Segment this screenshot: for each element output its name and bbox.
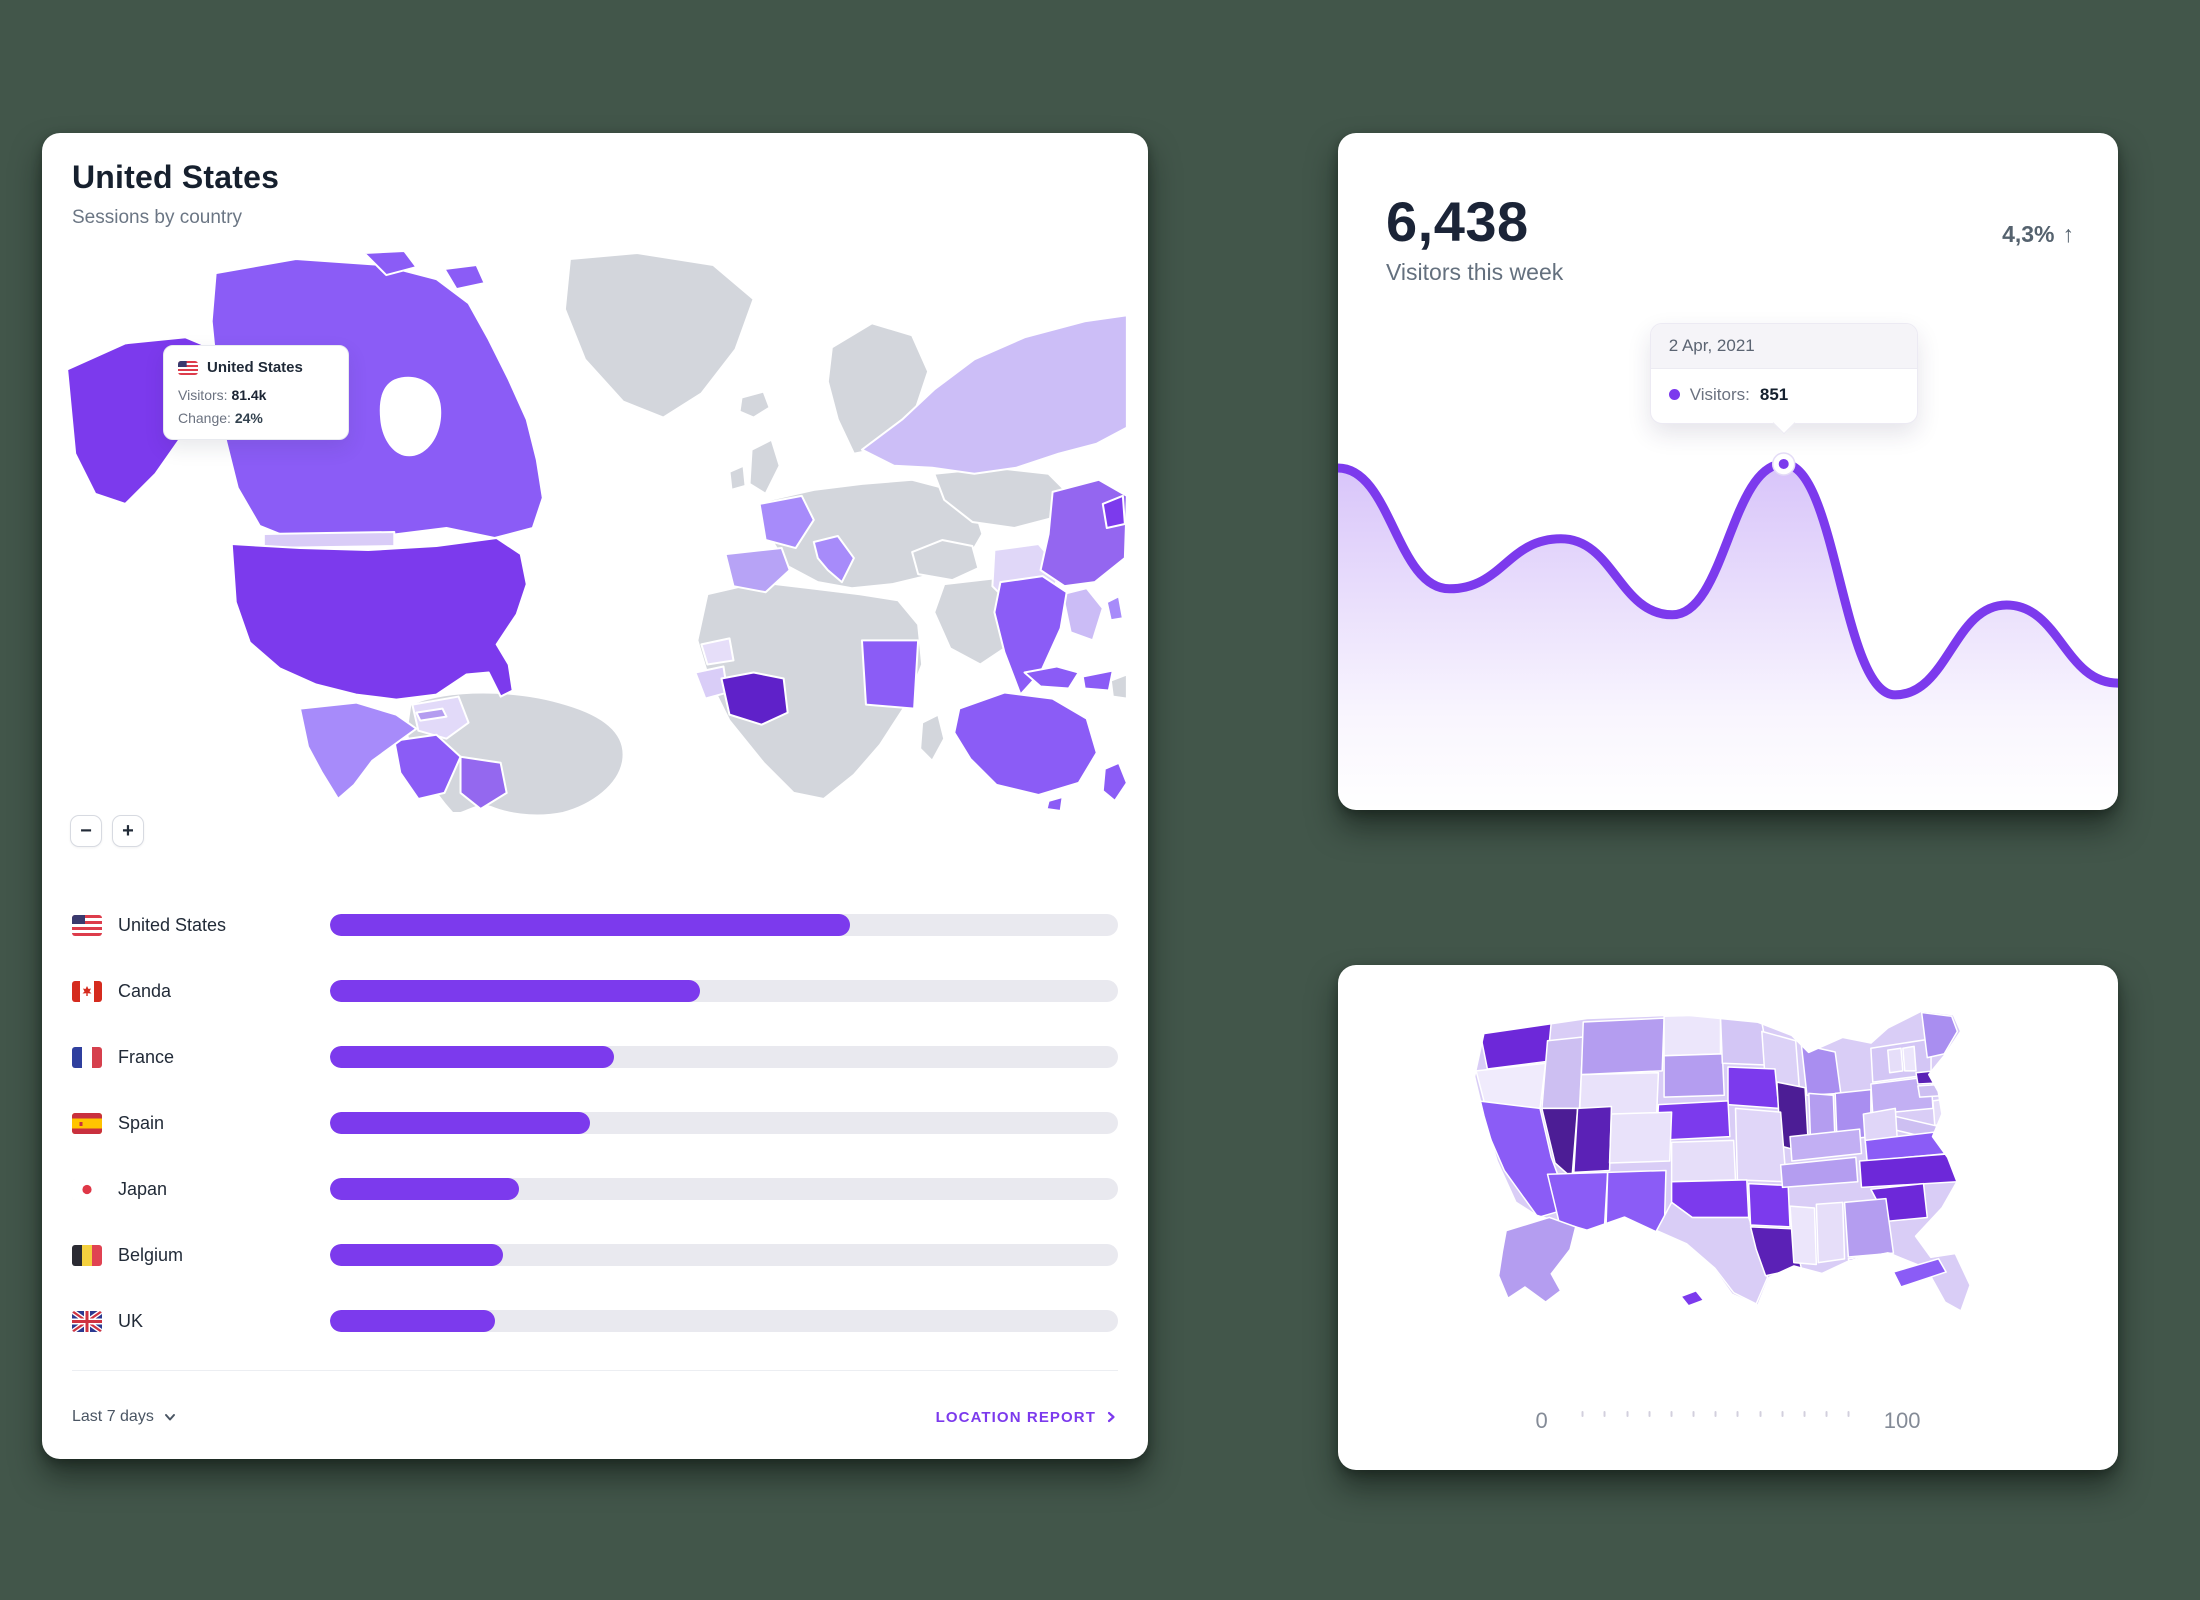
country-flag-icon [72,1311,102,1332]
chevron-down-icon [164,1414,175,1421]
country-row[interactable]: Japan [72,1171,1118,1207]
choropleth-legend: 0 100 [1536,1408,1921,1434]
map-hawaii-state [1679,1289,1705,1307]
arrow-up-icon: ↑ [2062,221,2075,247]
country-bar-fill [330,1244,504,1266]
country-row[interactable]: France [72,1039,1118,1075]
country-row[interactable]: Belgium [72,1237,1118,1273]
card-subtitle: Sessions by country [72,207,243,228]
map-africa [696,581,924,800]
country-bar-track [330,914,1118,936]
country-flag-icon [72,981,102,1002]
country-label: Spain [118,1112,165,1133]
area-line [1338,459,2118,700]
country-bar-fill [330,1310,496,1332]
map-tooltip: United States Visitors: 81.4k Change: 24… [163,345,349,440]
tooltip-series-value: 851 [1759,384,1789,404]
map-greenland [563,252,755,419]
country-flag-icon [72,1245,102,1266]
country-bar-fill [330,1046,614,1068]
chart-tooltip: 2 Apr, 2021 Visitors: 851 [1649,322,1918,424]
location-report-link[interactable]: LOCATION REPORT [936,1409,1118,1426]
country-row[interactable]: UK [72,1303,1118,1339]
country-bar-track [330,980,1118,1002]
us-choropleth-card: 0 100 [1338,965,2118,1470]
location-report-label: LOCATION REPORT [935,1408,1096,1426]
legend-ticks [1576,1411,1856,1417]
map-usa [230,537,528,701]
visitors-delta: 4,3% ↑ [2002,221,2074,248]
country-label: Japan [118,1178,168,1199]
visitors-total: 6,438 [1386,190,1529,253]
date-range-label: Last 7 days [72,1408,154,1425]
country-bar-fill [330,980,701,1002]
map-sudan [860,639,920,710]
country-flag-icon [72,1113,102,1134]
visitors-label: Visitors this week [1386,259,1564,285]
date-range-dropdown[interactable]: Last 7 days [72,1408,177,1426]
country-list: United States Canda France Spain [72,907,1118,1369]
country-bar-track [330,1112,1118,1134]
country-bar-track [330,1310,1118,1332]
tooltip-series-label: Visitors: [1689,384,1750,404]
zoom-in-button[interactable]: + [112,815,144,847]
country-row[interactable]: United States [72,907,1118,943]
us-states-map[interactable] [1446,993,2010,1331]
country-flag-icon [72,1047,102,1068]
country-row[interactable]: Spain [72,1105,1118,1141]
country-label: United States [118,914,227,935]
map-peru [393,733,462,800]
country-bar-track [330,1046,1118,1068]
map-australia [953,691,1098,796]
map-alaska-state [1497,1216,1577,1303]
map-island-territory [1892,1257,1948,1288]
footer-divider [72,1370,1118,1371]
us-flag-icon [178,361,198,375]
tooltip-country: United States [207,359,303,376]
country-bar-fill [330,914,851,936]
sessions-by-country-card: United States Sessions by country [42,133,1148,1459]
visitors-week-card: 6,438 Visitors this week 4,3% ↑ 2 Apr, 2… [1338,133,2118,810]
card-footer: Last 7 days LOCATION REPORT [72,1395,1118,1439]
country-bar-track [330,1244,1118,1266]
map-mexico [298,701,418,800]
country-label: UK [118,1310,144,1331]
country-flag-icon [72,915,102,936]
country-row[interactable]: Canda [72,973,1118,1009]
map-canada [210,258,544,544]
country-label: France [118,1046,175,1067]
data-point-dot [1778,458,1789,469]
country-label: Belgium [118,1244,184,1265]
country-flag-icon [72,1179,102,1200]
country-bar-fill [330,1112,591,1134]
map-france [758,494,815,550]
card-title: United States [72,159,280,195]
delta-value: 4,3% [2002,221,2055,247]
map-russia [860,314,1128,475]
tooltip-visitors: Visitors: 81.4k [178,387,267,403]
tooltip-change: Change: 24% [178,410,263,426]
map-zoom-controls: − + [70,815,144,847]
zoom-out-button[interactable]: − [70,815,102,847]
series-dot-icon [1668,389,1680,401]
map-bolivia [459,755,508,810]
country-bar-track [330,1178,1118,1200]
visitors-area-chart[interactable] [1338,333,2118,810]
country-label: Canda [118,980,172,1001]
country-bar-fill [330,1178,520,1200]
map-spain [724,547,791,594]
map-china [1039,478,1128,588]
area-fill [1338,463,2118,810]
tooltip-date: 2 Apr, 2021 [1650,323,1917,369]
world-map[interactable] [58,251,1132,819]
chevron-right-icon [1107,1411,1115,1423]
legend-min-label: 0 [1535,1408,1548,1433]
legend-max-label: 100 [1883,1408,1921,1433]
